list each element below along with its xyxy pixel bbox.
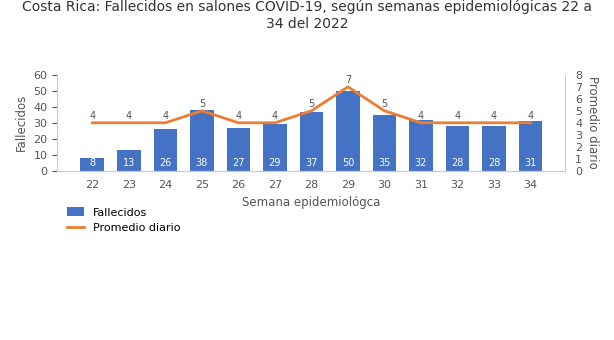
Text: 4: 4 (527, 110, 534, 121)
Text: 37: 37 (305, 158, 317, 168)
Text: 5: 5 (381, 99, 387, 109)
Bar (190, 110, 214, 171)
Text: 38: 38 (196, 158, 208, 168)
Bar (300, 112, 324, 171)
Text: 27: 27 (232, 158, 244, 168)
Text: 4: 4 (89, 110, 95, 121)
Text: 4: 4 (162, 110, 168, 121)
Text: 4: 4 (491, 110, 497, 121)
Bar (227, 128, 251, 171)
Text: 7: 7 (345, 75, 351, 85)
Bar (373, 115, 397, 171)
Bar (446, 126, 469, 171)
Text: 8: 8 (89, 158, 95, 168)
Bar (154, 129, 177, 171)
Text: 5: 5 (308, 99, 314, 109)
Text: 4: 4 (235, 110, 241, 121)
Bar (263, 124, 287, 171)
Text: 26: 26 (159, 158, 171, 168)
Text: 4: 4 (272, 110, 278, 121)
Text: 35: 35 (378, 158, 391, 168)
Text: 50: 50 (342, 158, 354, 168)
Text: 13: 13 (123, 158, 135, 168)
X-axis label: Semana epidemiológca: Semana epidemiológca (243, 196, 381, 209)
Text: 28: 28 (451, 158, 464, 168)
Y-axis label: Fallecidos: Fallecidos (15, 94, 28, 151)
Text: 29: 29 (269, 158, 281, 168)
Text: 28: 28 (488, 158, 500, 168)
Bar (80, 158, 104, 171)
Bar (482, 126, 506, 171)
Text: 32: 32 (415, 158, 427, 168)
Text: 4: 4 (454, 110, 460, 121)
Text: 4: 4 (418, 110, 424, 121)
Text: 4: 4 (126, 110, 132, 121)
Bar (117, 150, 141, 171)
Legend: Fallecidos, Promedio diario: Fallecidos, Promedio diario (63, 203, 185, 238)
Text: 31: 31 (524, 158, 537, 168)
Bar (519, 121, 542, 171)
Text: 5: 5 (199, 99, 205, 109)
Bar (336, 91, 360, 171)
Y-axis label: Promedio diario: Promedio diario (586, 76, 599, 169)
Bar (409, 120, 433, 171)
Text: Costa Rica: Fallecidos en salones COVID-19, según semanas epidemiológicas 22 a
3: Costa Rica: Fallecidos en salones COVID-… (22, 0, 592, 31)
